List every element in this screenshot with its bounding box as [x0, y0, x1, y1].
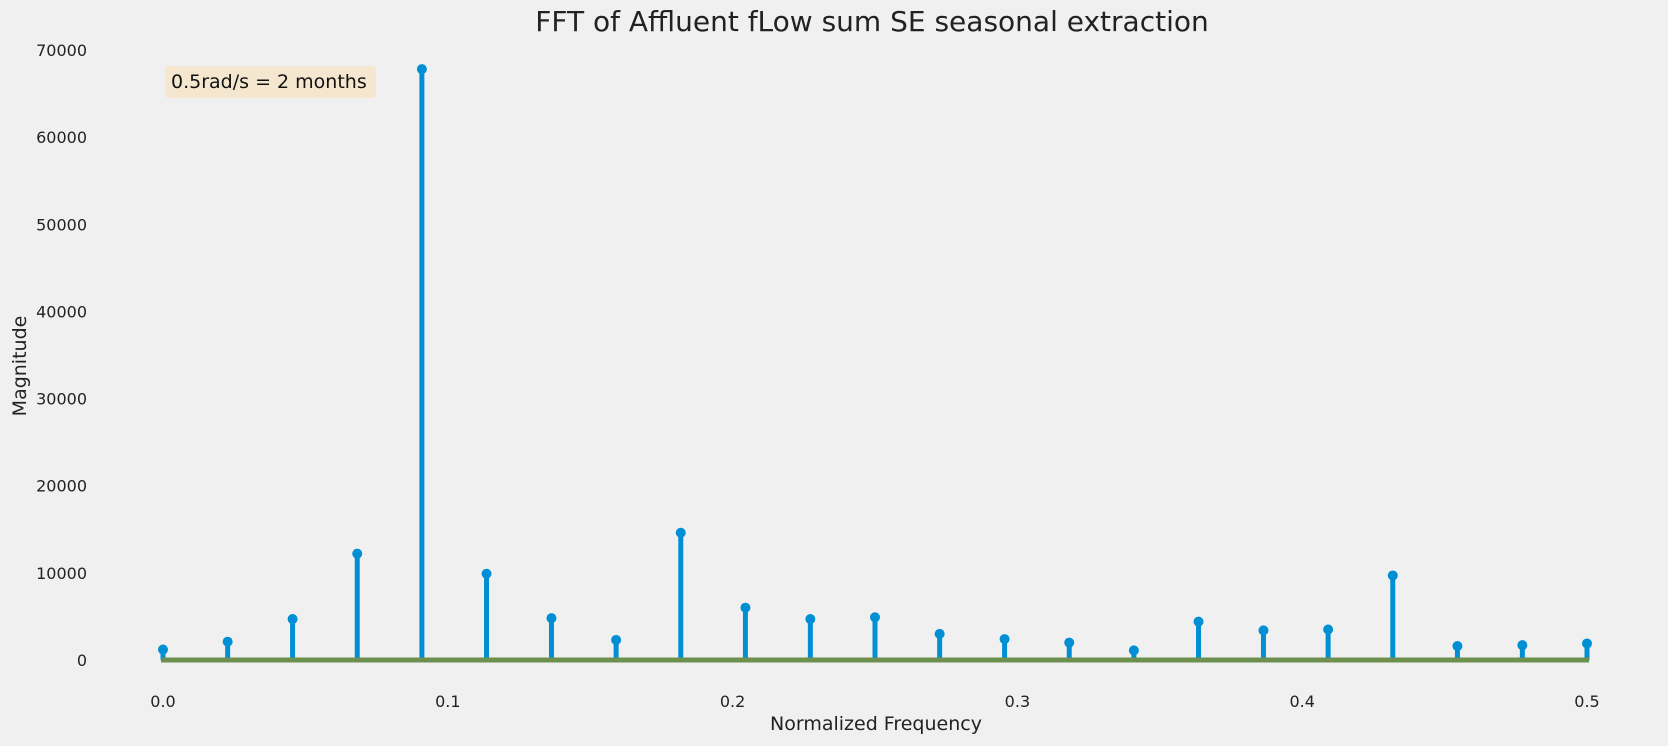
x-tick-label: 0.3	[1005, 692, 1030, 711]
stem-marker	[805, 614, 816, 625]
stem-marker	[222, 636, 233, 647]
stem-marker	[675, 527, 686, 538]
stem-marker	[1128, 645, 1139, 656]
stem-marker	[740, 602, 751, 613]
stem-marker	[1258, 625, 1269, 636]
y-tick-label: 0	[77, 651, 87, 670]
stem-marker	[481, 568, 492, 579]
y-tick-label: 40000	[36, 302, 87, 321]
annotation-text: 0.5rad/s = 2 months	[171, 71, 367, 93]
stem-marker	[546, 613, 557, 624]
stem-marker	[1517, 640, 1528, 651]
stem-marker	[934, 628, 945, 639]
y-tick-label: 70000	[36, 41, 87, 60]
stem-marker	[158, 644, 168, 655]
x-tick-label: 0.5	[1574, 692, 1599, 711]
stem-marker	[1323, 624, 1334, 635]
y-tick-label: 10000	[36, 564, 87, 583]
y-tick-label: 20000	[36, 477, 87, 496]
x-tick-label: 0.2	[720, 692, 745, 711]
stem-marker	[870, 612, 880, 623]
x-tick-label: 0.0	[150, 692, 175, 711]
stem-marker	[1387, 570, 1398, 581]
stem-marker	[1582, 638, 1592, 649]
x-axis-ticks: 0.0 0.1 0.2 0.3 0.4 0.5	[150, 692, 1599, 711]
chart-title: FFT of Affluent fLow sum SE seasonal ext…	[535, 5, 1208, 38]
stem-marker	[416, 64, 427, 75]
y-tick-label: 30000	[36, 390, 87, 409]
y-axis-label: Magnitude	[9, 316, 31, 417]
stem-marker	[1193, 616, 1204, 627]
stem-markers	[158, 64, 1592, 656]
stem-marker	[999, 634, 1010, 645]
stem-marker	[287, 614, 298, 625]
stem-marker	[1064, 637, 1075, 648]
annotation-box: 0.5rad/s = 2 months	[165, 66, 376, 98]
stem-marker	[611, 634, 622, 645]
y-tick-label: 50000	[36, 215, 87, 234]
x-tick-label: 0.1	[435, 692, 460, 711]
x-tick-label: 0.4	[1289, 692, 1314, 711]
y-axis-ticks: 0 10000 20000 30000 40000 50000 60000 70000	[36, 41, 87, 670]
y-tick-label: 60000	[36, 128, 87, 147]
x-axis-label: Normalized Frequency	[770, 713, 982, 735]
stem-marker	[352, 548, 363, 559]
annotation-background	[165, 66, 376, 98]
stem-marker	[1452, 641, 1463, 652]
